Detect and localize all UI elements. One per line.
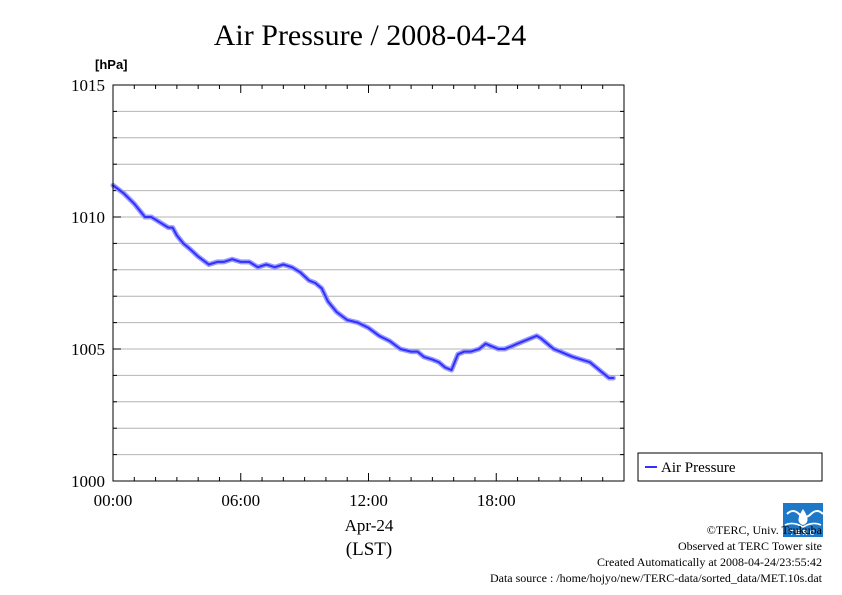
x-tick-label: 06:00 [221,491,260,510]
chart-title: Air Pressure / 2008-04-24 [214,19,526,52]
x-axis-timezone-label: (LST) [346,539,392,560]
created-timestamp-note: Created Automatically at 2008-04-24/23:5… [597,555,822,569]
plot-frame [112,84,625,482]
legend: Air Pressure [637,452,823,482]
copyright-note: ©TERC, Univ. Tsukuba [706,523,822,537]
data-source-note: Data source : /home/hojyo/new/TERC-data/… [489,571,822,585]
observed-site-note: Observed at TERC Tower site [677,539,822,553]
x-axis-date-label: Apr-24 [345,516,394,535]
x-tick-label: 18:00 [477,491,516,510]
y-tick-labels: 1000 1005 1010 1015 [71,76,105,491]
y-tick-label: 1005 [71,340,105,359]
terc-logo: TERC [783,503,823,537]
series-line-air-pressure [112,184,615,379]
y-axis-unit-label: [hPa] [95,57,128,72]
y-tick-label: 1000 [71,472,105,491]
y-tick-label: 1015 [71,76,105,95]
legend-label: Air Pressure [661,460,736,476]
x-tick-labels: 00:00 06:00 12:00 18:00 [94,491,516,510]
legend-box [637,452,823,482]
axis-ticks [112,84,625,482]
x-tick-label: 00:00 [94,491,133,510]
x-tick-label: 12:00 [349,491,388,510]
series-layer [110,182,616,381]
logo-text: TERC [789,530,816,537]
y-tick-label: 1010 [71,208,105,227]
grid-lines [113,110,624,456]
